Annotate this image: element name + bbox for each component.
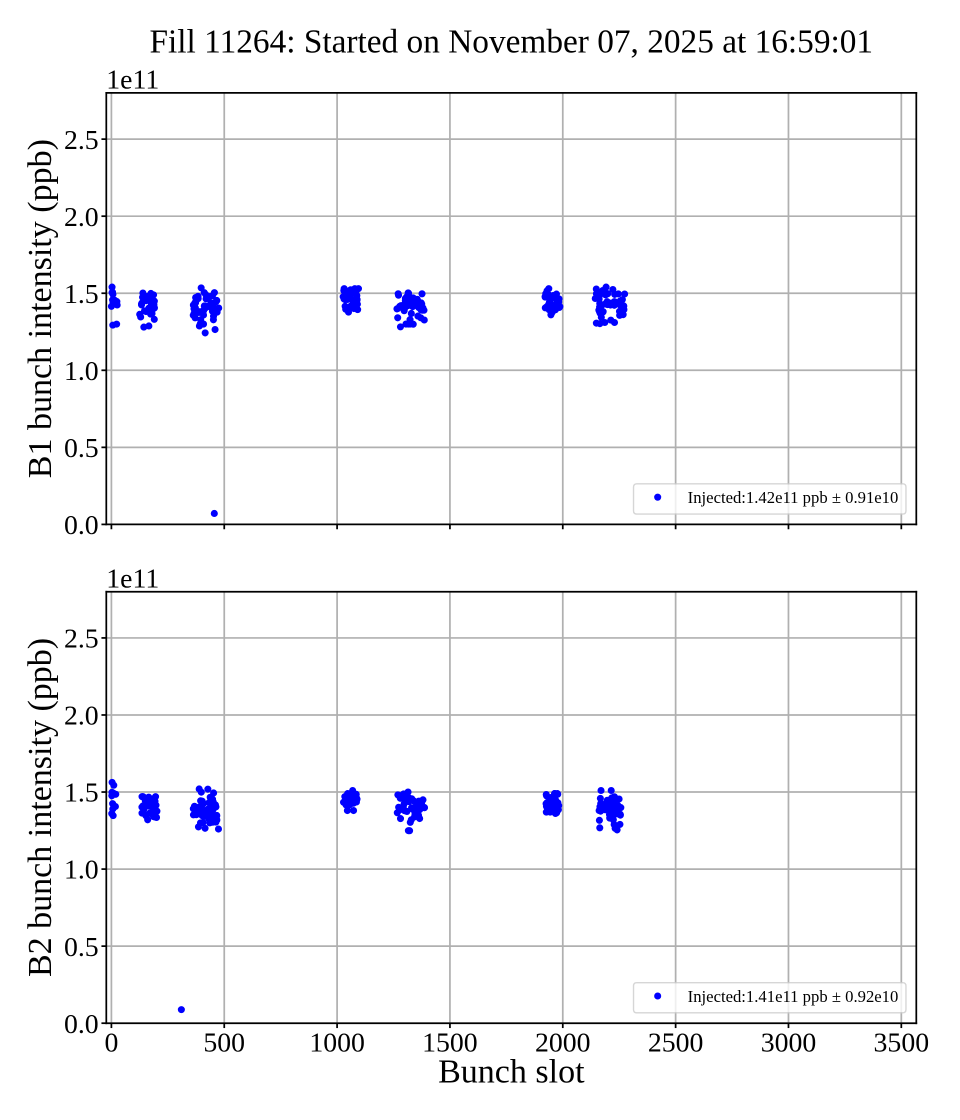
- svg-text:1.0: 1.0: [64, 356, 99, 387]
- svg-text:Fill 11264: Started on Novembe: Fill 11264: Started on November 07, 2025…: [150, 24, 874, 61]
- svg-text:1.5: 1.5: [64, 279, 99, 310]
- svg-text:3000: 3000: [761, 1028, 817, 1059]
- svg-text:2.5: 2.5: [64, 624, 99, 655]
- svg-text:1e11: 1e11: [106, 65, 159, 96]
- svg-text:0: 0: [104, 1028, 118, 1059]
- svg-text:2000: 2000: [535, 1028, 591, 1059]
- svg-text:2500: 2500: [648, 1028, 704, 1059]
- svg-text:Injected:1.42e11 ppb ± 0.91e10: Injected:1.42e11 ppb ± 0.91e10: [688, 488, 899, 507]
- svg-text:1.0: 1.0: [64, 855, 99, 886]
- svg-text:Bunch slot: Bunch slot: [438, 1054, 585, 1091]
- svg-text:0.0: 0.0: [64, 510, 99, 541]
- svg-text:2.5: 2.5: [64, 125, 99, 156]
- svg-text:B1 bunch intensity (ppb): B1 bunch intensity (ppb): [22, 139, 59, 478]
- svg-text:Injected:1.41e11 ppb ± 0.92e10: Injected:1.41e11 ppb ± 0.92e10: [688, 987, 899, 1006]
- svg-text:B2 bunch intensity (ppb): B2 bunch intensity (ppb): [22, 638, 59, 977]
- svg-text:3500: 3500: [874, 1028, 930, 1059]
- svg-text:2.0: 2.0: [64, 701, 99, 732]
- svg-text:0.0: 0.0: [64, 1009, 99, 1040]
- svg-text:0.5: 0.5: [64, 932, 99, 963]
- svg-text:1000: 1000: [309, 1028, 365, 1059]
- svg-text:2.0: 2.0: [64, 202, 99, 233]
- svg-text:500: 500: [203, 1028, 245, 1059]
- svg-text:1e11: 1e11: [106, 564, 159, 595]
- svg-text:1.5: 1.5: [64, 778, 99, 809]
- svg-text:1500: 1500: [422, 1028, 478, 1059]
- svg-text:0.5: 0.5: [64, 433, 99, 464]
